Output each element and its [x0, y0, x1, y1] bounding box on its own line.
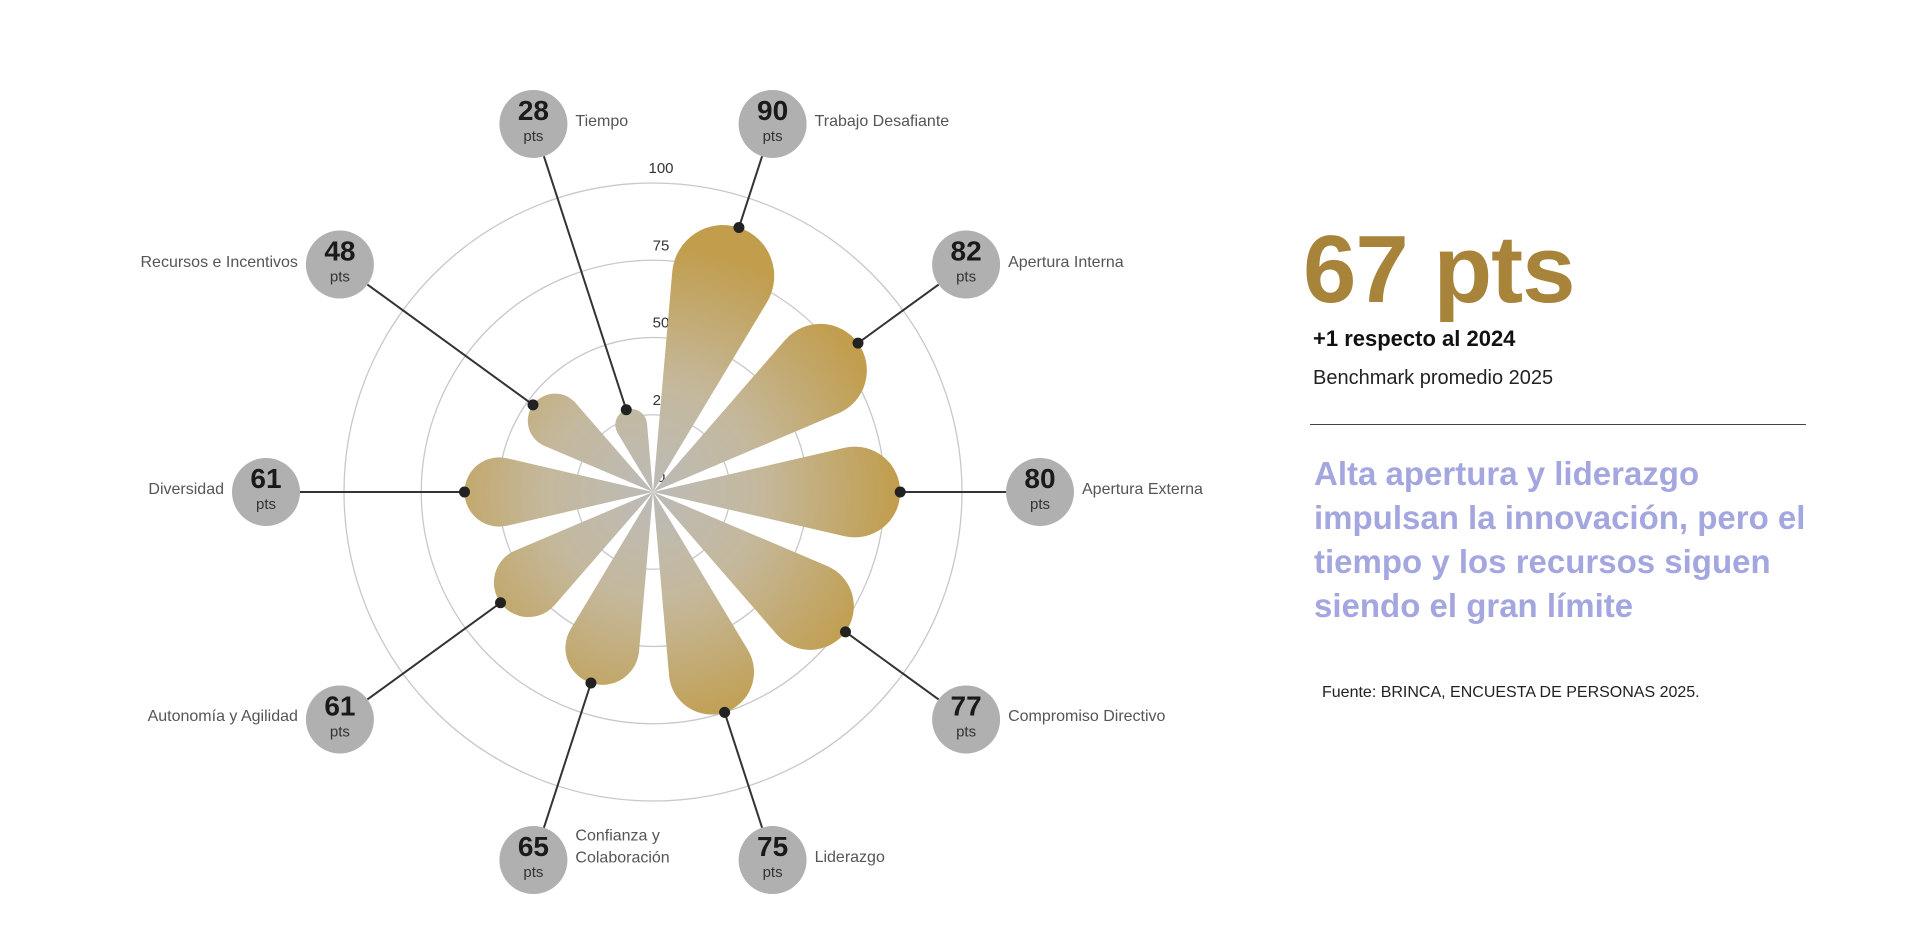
- leader-line: [737, 155, 764, 228]
- value-label: 61: [324, 690, 355, 721]
- unit-label: pts: [956, 723, 976, 740]
- petal: [565, 492, 653, 685]
- petal: [493, 492, 653, 618]
- unit-label: pts: [256, 496, 276, 513]
- category-label: Trabajo Desafiante: [814, 112, 950, 130]
- unit-label: pts: [956, 269, 976, 286]
- value-label: 28: [518, 95, 549, 126]
- value-label: 48: [324, 236, 355, 267]
- value-dot: [495, 597, 507, 609]
- category-label: Tiempo: [575, 112, 629, 130]
- petal: [615, 408, 653, 492]
- value-bubble: [738, 826, 807, 895]
- value-label: 77: [951, 690, 982, 721]
- unit-label: pts: [763, 864, 783, 881]
- value-bubble: [932, 230, 1001, 299]
- petal: [464, 457, 653, 527]
- category-label: Compromiso Directivo: [1008, 708, 1166, 726]
- petal: [653, 492, 854, 650]
- value-label: 90: [757, 95, 788, 126]
- value-label: 75: [757, 831, 788, 862]
- leader-line: [366, 601, 502, 701]
- petal: [653, 323, 867, 492]
- category-label: Recursos e Incentivos: [140, 253, 298, 271]
- value-bubble: [932, 685, 1001, 754]
- score: 67 pts: [1303, 216, 1575, 323]
- value-bubble: [232, 458, 300, 526]
- petal: [653, 446, 901, 538]
- leader-line: [857, 283, 940, 344]
- category-label: Apertura Interna: [1008, 253, 1124, 271]
- value-dot: [894, 486, 906, 498]
- category-label: Diversidad: [148, 480, 224, 498]
- leader-line: [723, 712, 764, 829]
- value-bubble: [305, 685, 374, 754]
- r-tick-label: 75: [653, 237, 670, 254]
- value-bubble: [1006, 458, 1074, 526]
- value-label: 80: [1024, 463, 1055, 494]
- value-label: 61: [250, 463, 281, 494]
- benchmark: Benchmark promedio 2025: [1313, 367, 1554, 389]
- r-tick-label: 100: [648, 160, 673, 177]
- leader-line: [542, 155, 628, 411]
- value-dot: [459, 486, 471, 498]
- unit-label: pts: [330, 723, 350, 740]
- value-bubble: [499, 89, 568, 158]
- value-bubble: [738, 89, 807, 158]
- leader-line: [366, 283, 534, 406]
- divider: [1310, 424, 1806, 425]
- r-tick-label: 50: [653, 315, 670, 332]
- category-label: Confianza y Colaboración: [575, 827, 670, 868]
- value-dot: [527, 399, 539, 411]
- value-dot: [839, 626, 851, 638]
- value-dot: [719, 706, 731, 718]
- unit-label: pts: [330, 269, 350, 286]
- category-label: Autonomía y Agilidad: [147, 708, 298, 726]
- petal: [653, 492, 755, 715]
- petal: [653, 225, 775, 493]
- unit-label: pts: [523, 128, 543, 145]
- category-label: Liderazgo: [814, 848, 885, 866]
- change: +1 respecto al 2024: [1313, 326, 1516, 351]
- source: Fuente: BRINCA, ENCUESTA DE PERSONAS 202…: [1322, 684, 1700, 701]
- value-label: 82: [951, 236, 982, 267]
- value-bubble: [499, 826, 568, 895]
- unit-label: pts: [523, 864, 543, 881]
- unit-label: pts: [1030, 496, 1050, 513]
- petal: [527, 393, 653, 492]
- value-dot: [852, 337, 864, 349]
- headline: Alta apertura y liderazgo impulsan la in…: [1314, 455, 1806, 624]
- value-bubble: [305, 230, 374, 299]
- value-label: 65: [518, 831, 549, 862]
- leader-line: [844, 631, 940, 701]
- leader-line: [542, 682, 592, 829]
- category-label: Apertura Externa: [1082, 480, 1203, 498]
- value-dot: [733, 222, 745, 234]
- unit-label: pts: [763, 128, 783, 145]
- value-dot: [585, 677, 597, 689]
- value-dot: [620, 404, 632, 416]
